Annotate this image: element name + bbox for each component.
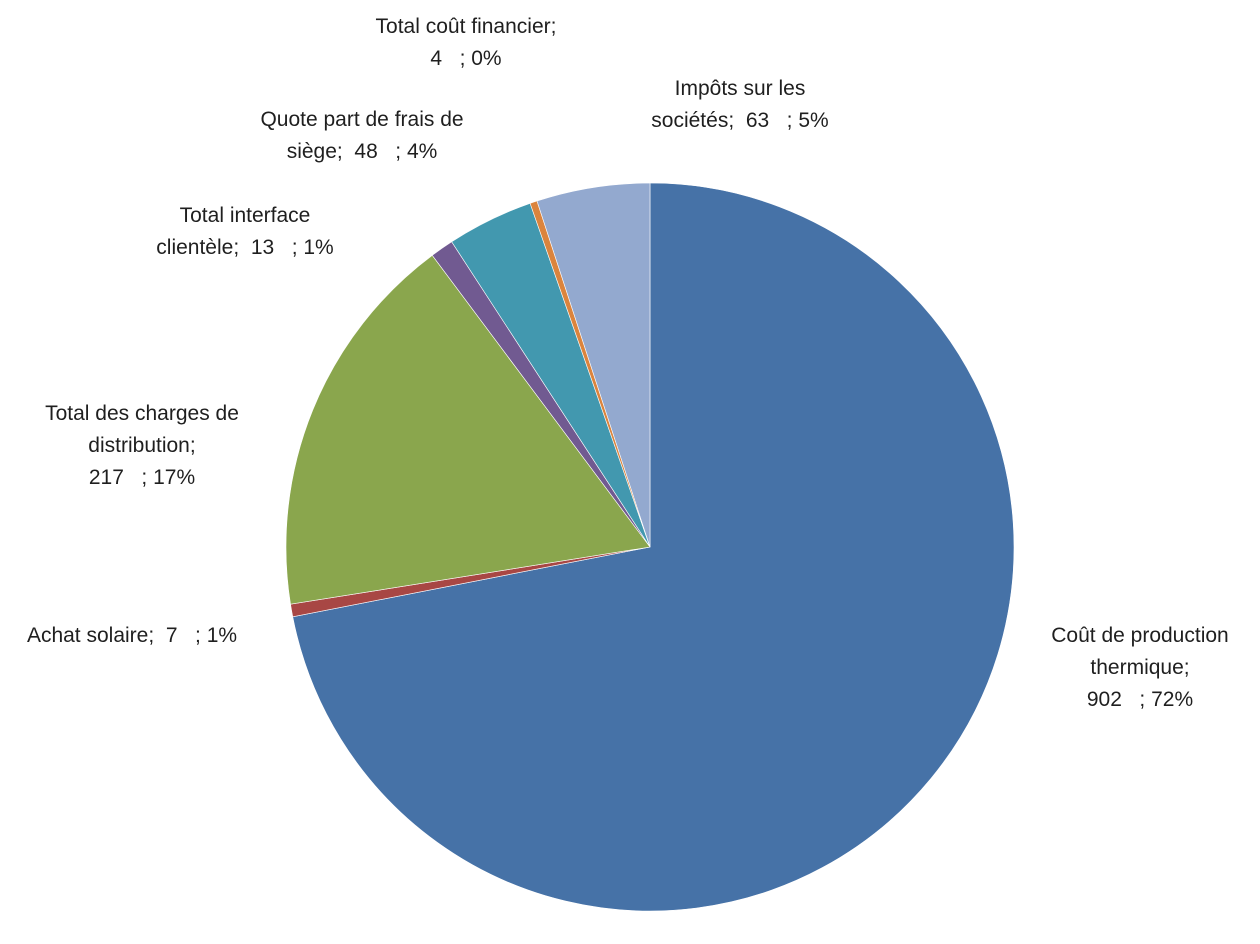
pie-slice-6 — [536, 182, 651, 548]
data-label-4-line-1: siège; 48 ; 4% — [287, 140, 438, 163]
data-label-5: Total coût financier; 4 ; 0% — [376, 15, 557, 70]
data-label-1-line-0: Achat solaire; 7 ; 1% — [27, 624, 237, 647]
pie-slices — [285, 182, 1015, 912]
data-label-4-line-0: Quote part de frais de — [260, 108, 463, 131]
data-label-6: Impôts sur les sociétés; 63 ; 5% — [651, 77, 828, 132]
data-label-0-line-2: 902 ; 72% — [1087, 688, 1193, 711]
data-label-2-line-1: distribution; — [88, 434, 195, 457]
data-label-5-line-0: Total coût financier; — [376, 15, 557, 38]
data-label-5-line-1: 4 ; 0% — [430, 47, 501, 70]
data-label-1: Achat solaire; 7 ; 1% — [27, 624, 237, 647]
data-label-0-line-1: thermique; — [1090, 656, 1189, 679]
data-label-2-line-0: Total des charges de — [45, 402, 239, 425]
pie-slice-0 — [292, 182, 1015, 912]
data-label-2: Total des charges de distribution; 217 ; 1… — [45, 402, 239, 489]
data-label-0-line-0: Coût de production — [1051, 624, 1228, 647]
data-label-6-line-0: Impôts sur les — [675, 77, 806, 100]
pie-slice-2 — [285, 254, 651, 605]
pie-labels: Coût de production thermique; 902 ; 72% Ach… — [27, 15, 1229, 711]
data-label-4: Quote part de frais de siège; 48 ; 4% — [260, 108, 463, 163]
data-label-0: Coût de production thermique; 902 ; 72% — [1051, 624, 1228, 711]
data-label-6-line-1: sociétés; 63 ; 5% — [651, 109, 828, 132]
data-label-2-line-2: 217 ; 17% — [89, 466, 195, 489]
data-label-3: Total interface clientèle; 13 ; 1% — [156, 204, 333, 259]
data-label-3-line-0: Total interface — [180, 204, 311, 227]
data-label-3-line-1: clientèle; 13 ; 1% — [156, 236, 333, 259]
